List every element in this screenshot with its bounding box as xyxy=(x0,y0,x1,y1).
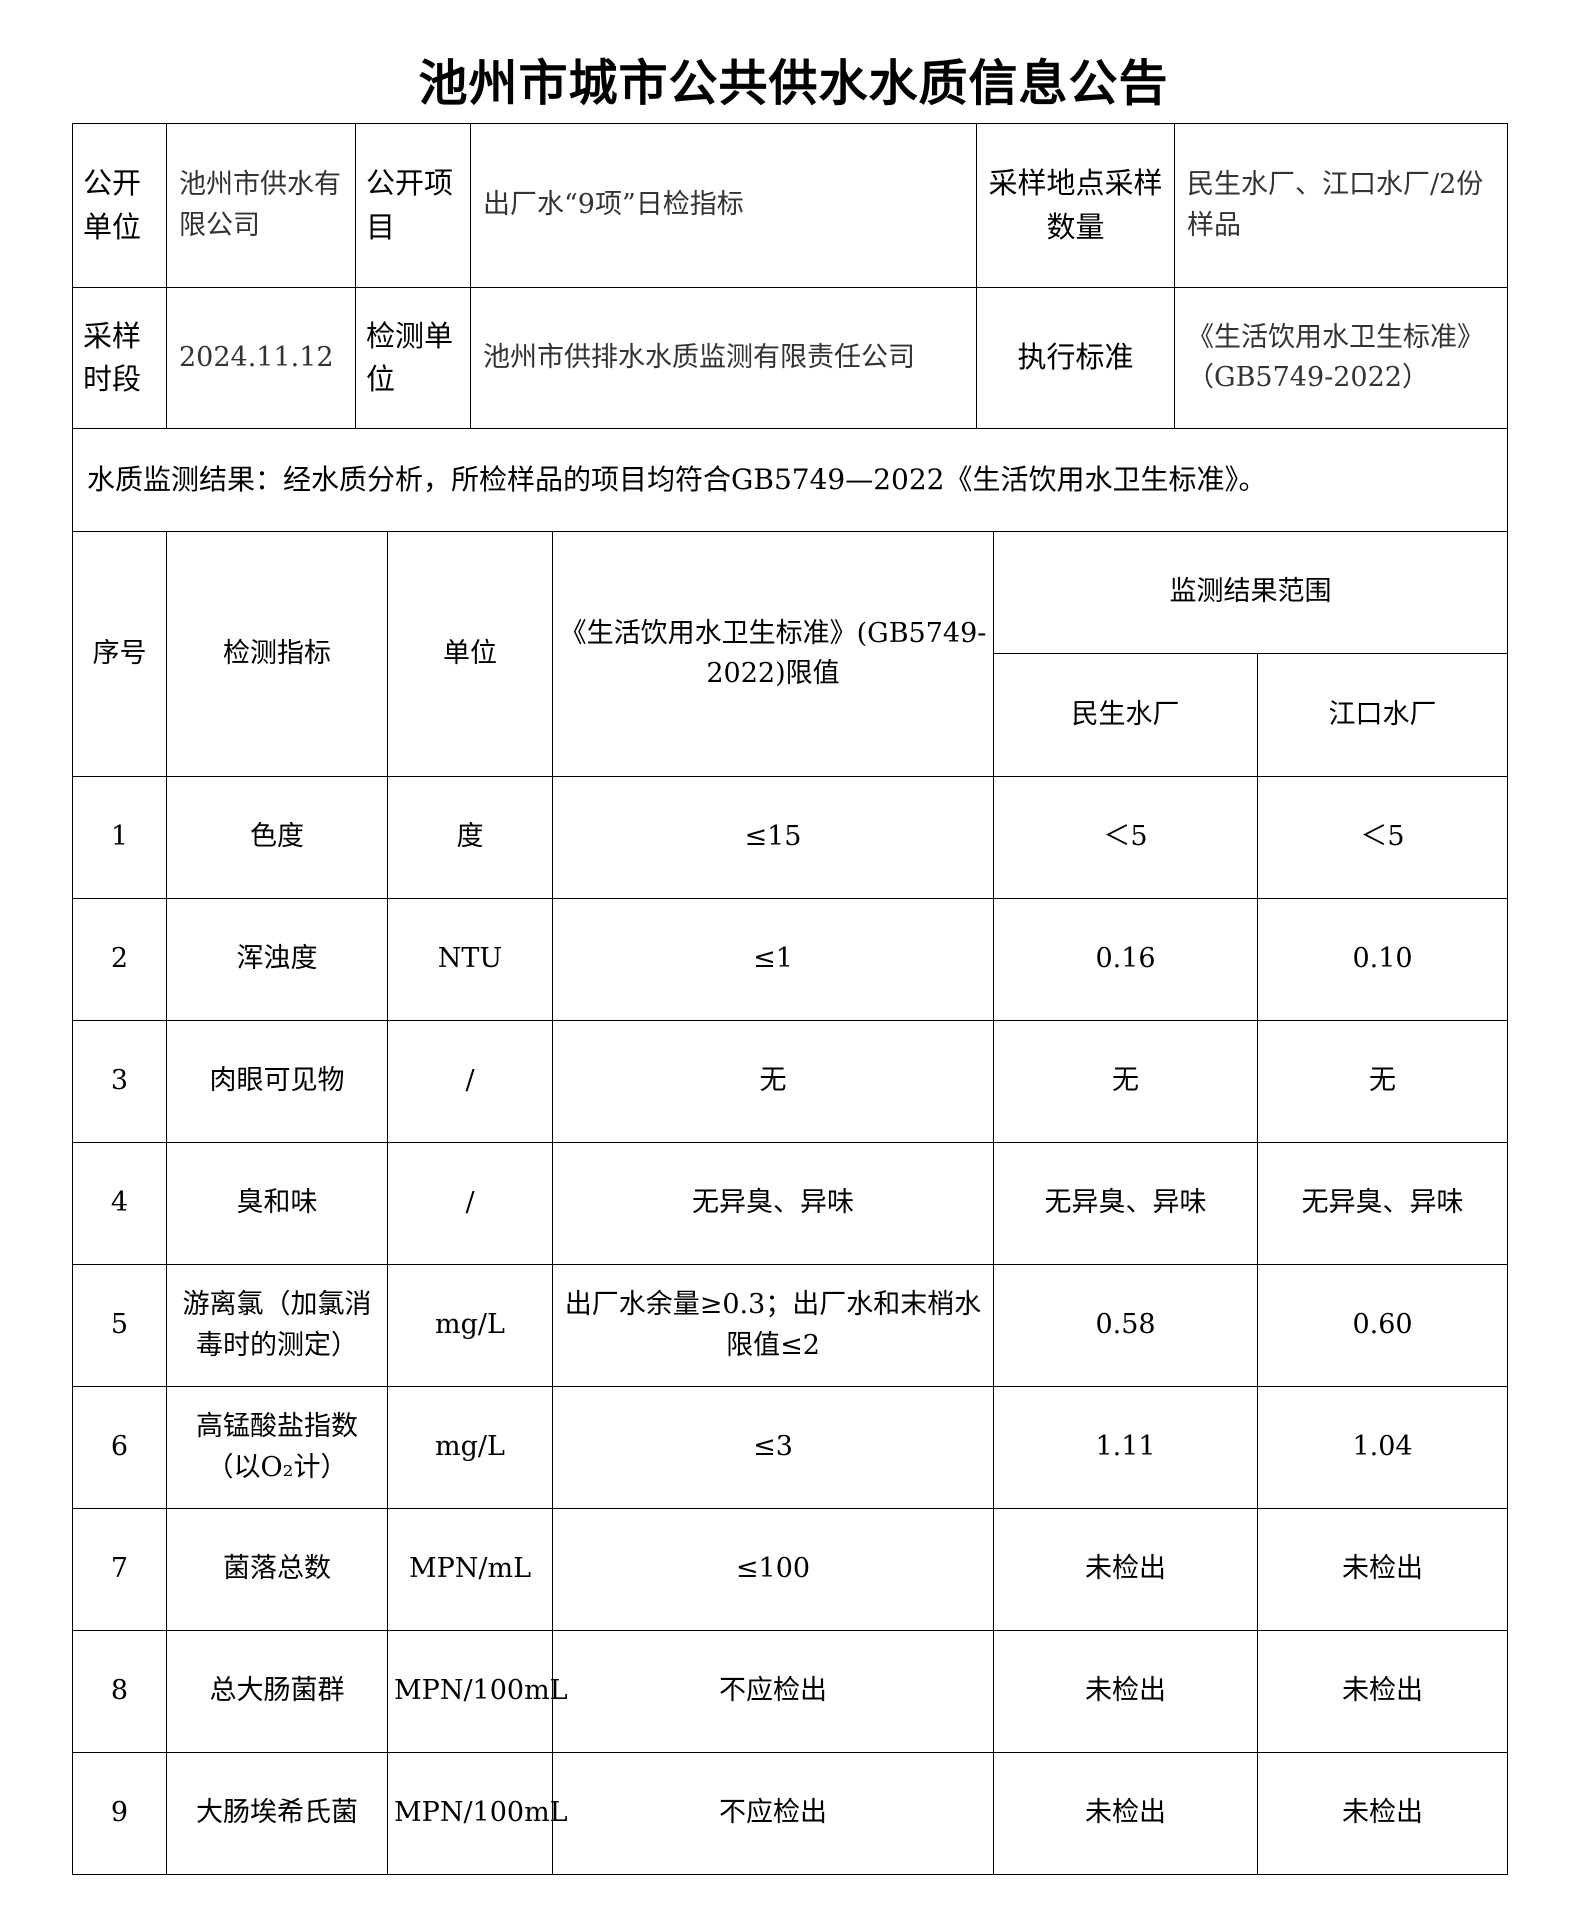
cell-no: 9 xyxy=(72,1752,167,1875)
cell-unit: / xyxy=(387,1142,553,1265)
cell-plant1: 0.58 xyxy=(993,1264,1258,1387)
cell-plant1: 无 xyxy=(993,1020,1258,1143)
cell-plant2: 未检出 xyxy=(1257,1752,1508,1875)
cell-plant1: ＜5 xyxy=(993,776,1258,899)
publisher-value: 池州市供水有限公司 xyxy=(166,123,356,288)
table-row: 8 总大肠菌群 MPN/100mL 不应检出 未检出 未检出 xyxy=(72,1630,1508,1753)
header-plant2: 江口水厂 xyxy=(1257,653,1508,777)
header-limit: 《生活饮用水卫生标准》(GB5749-2022)限值 xyxy=(552,531,994,777)
cell-plant2: 无 xyxy=(1257,1020,1508,1143)
cell-plant2: 无异臭、异味 xyxy=(1257,1142,1508,1265)
cell-unit: MPN/mL xyxy=(387,1508,553,1631)
cell-plant1: 未检出 xyxy=(993,1630,1258,1753)
cell-no: 4 xyxy=(72,1142,167,1265)
cell-unit: mg/L xyxy=(387,1264,553,1387)
cell-plant1: 未检出 xyxy=(993,1508,1258,1631)
header-indicator: 检测指标 xyxy=(166,531,388,777)
cell-indicator: 色度 xyxy=(166,776,388,899)
cell-unit: NTU xyxy=(387,898,553,1021)
cell-no: 3 xyxy=(72,1020,167,1143)
cell-plant2: 未检出 xyxy=(1257,1630,1508,1753)
header-row: 序号 检测指标 单位 《生活饮用水卫生标准》(GB5749-2022)限值 监测… xyxy=(72,531,1508,777)
table-row: 3 肉眼可见物 / 无无无 xyxy=(72,1020,1508,1143)
cell-no: 7 xyxy=(72,1508,167,1631)
cell-plant1: 无异臭、异味 xyxy=(993,1142,1258,1265)
cell-no: 5 xyxy=(72,1264,167,1387)
cell-indicator: 臭和味 xyxy=(166,1142,388,1265)
lab-label: 检测单位 xyxy=(355,287,471,429)
cell-indicator: 菌落总数 xyxy=(166,1508,388,1631)
table-row: 1 色度度 ≤15 ＜5 ＜5 xyxy=(72,776,1508,899)
cell-plant1: 0.16 xyxy=(993,898,1258,1021)
cell-unit: mg/L xyxy=(387,1386,553,1509)
period-label: 采样时段 xyxy=(72,287,167,429)
summary-text: 水质监测结果：经水质分析，所检样品的项目均符合GB5749—2022《生活饮用水… xyxy=(72,428,1508,532)
cell-limit: ≤3 xyxy=(552,1386,994,1509)
table-row: 6 高锰酸盐指数（以O₂计） mg/L ≤3 1.11 1.04 xyxy=(72,1386,1508,1509)
standard-label: 执行标准 xyxy=(976,287,1175,429)
cell-plant2: ＜5 xyxy=(1257,776,1508,899)
cell-plant2: 未检出 xyxy=(1257,1508,1508,1631)
cell-no: 1 xyxy=(72,776,167,899)
header-range: 监测结果范围 xyxy=(993,531,1508,654)
page-title: 池州市城市公共供水水质信息公告 xyxy=(418,55,1169,112)
standard-value: 《生活饮用水卫生标准》（GB5749-2022） xyxy=(1174,287,1508,429)
cell-plant2: 1.04 xyxy=(1257,1386,1508,1509)
cell-plant1: 未检出 xyxy=(993,1752,1258,1875)
site-label: 采样地点采样数量 xyxy=(976,123,1175,288)
header-no: 序号 xyxy=(72,531,167,777)
table-row: 5 游离氯（加氯消毒时的测定） mg/L 出厂水余量≥0.3；出厂水和末梢水限值≤2 0… xyxy=(72,1264,1508,1387)
cell-limit: ≤15 xyxy=(552,776,994,899)
publisher-label: 公开单位 xyxy=(72,123,167,288)
cell-limit: ≤1 xyxy=(552,898,994,1021)
cell-unit: / xyxy=(387,1020,553,1143)
header-plant1: 民生水厂 xyxy=(993,653,1258,777)
period-value: 2024.11.12 xyxy=(166,287,356,429)
cell-limit: 出厂水余量≥0.3；出厂水和末梢水限值≤2 xyxy=(552,1264,994,1387)
cell-no: 2 xyxy=(72,898,167,1021)
cell-limit: 无异臭、异味 xyxy=(552,1142,994,1265)
cell-indicator: 浑浊度 xyxy=(166,898,388,1021)
site-value: 民生水厂、江口水厂/2份样品 xyxy=(1174,123,1508,288)
cell-limit: 不应检出 xyxy=(552,1630,994,1753)
cell-indicator: 高锰酸盐指数（以O₂计） xyxy=(166,1386,388,1509)
item-value: 出厂水“9项”日检指标 xyxy=(470,123,977,288)
cell-indicator: 大肠埃希氏菌 xyxy=(166,1752,388,1875)
cell-indicator: 总大肠菌群 xyxy=(166,1630,388,1753)
lab-value: 池州市供排水水质监测有限责任公司 xyxy=(470,287,977,429)
results-table: 序号 检测指标 单位 《生活饮用水卫生标准》(GB5749-2022)限值 监测… xyxy=(72,531,1508,1875)
cell-limit: 无 xyxy=(552,1020,994,1143)
table-row: 9 大肠埃希氏菌 MPN/100mL 不应检出 未检出 未检出 xyxy=(72,1752,1508,1875)
cell-no: 8 xyxy=(72,1630,167,1753)
table-row: 7 菌落总数 MPN/mL ≤100 未检出 未检出 xyxy=(72,1508,1508,1631)
cell-plant2: 0.10 xyxy=(1257,898,1508,1021)
info-table: 公开单位 池州市供水有限公司 公开项目 出厂水“9项”日检指标 采样地点采样数量… xyxy=(72,123,1508,532)
cell-no: 6 xyxy=(72,1386,167,1509)
cell-unit: MPN/100mL xyxy=(387,1752,568,1875)
cell-indicator: 肉眼可见物 xyxy=(166,1020,388,1143)
cell-unit: MPN/100mL xyxy=(387,1630,568,1753)
cell-unit: 度 xyxy=(387,776,553,899)
item-label: 公开项目 xyxy=(355,123,471,288)
header-unit: 单位 xyxy=(387,531,553,777)
table-row: 2 浑浊度 NTU ≤1 0.16 0.10 xyxy=(72,898,1508,1021)
cell-limit: 不应检出 xyxy=(552,1752,994,1875)
cell-limit: ≤100 xyxy=(552,1508,994,1631)
cell-plant2: 0.60 xyxy=(1257,1264,1508,1387)
table-row: 4 臭和味 / 无异臭、异味 无异臭、异味 无异臭、异味 xyxy=(72,1142,1508,1265)
cell-plant1: 1.11 xyxy=(993,1386,1258,1509)
cell-indicator: 游离氯（加氯消毒时的测定） xyxy=(166,1264,388,1387)
